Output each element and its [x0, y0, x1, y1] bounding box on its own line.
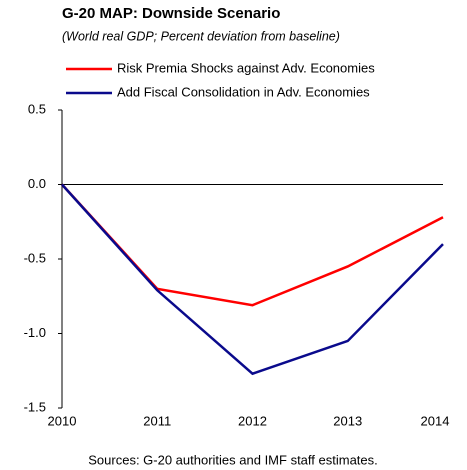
x-tick-label: 2010: [48, 413, 77, 428]
legend-label: Risk Premia Shocks against Adv. Economie…: [117, 60, 375, 75]
y-tick-label: -0.5: [24, 250, 46, 265]
series-line: [61, 183, 444, 307]
series-line: [61, 183, 444, 376]
legend-label: Add Fiscal Consolidation in Adv. Economi…: [117, 84, 370, 99]
y-tick-label: -1.5: [24, 399, 46, 414]
y-tick-label: 0.5: [28, 101, 46, 116]
y-tick-label: 0.0: [28, 176, 46, 191]
x-tick-label: 2012: [238, 413, 267, 428]
y-tick-label: -1.0: [24, 325, 46, 340]
chart-subtitle: (World real GDP; Percent deviation from …: [62, 29, 340, 43]
x-tick-label: 2013: [333, 413, 362, 428]
source-note: Sources: G-20 authorities and IMF staff …: [88, 452, 378, 467]
x-tick-label: 2014: [421, 413, 450, 428]
chart-title: G-20 MAP: Downside Scenario: [62, 5, 280, 22]
x-tick-label: 2011: [143, 413, 171, 428]
